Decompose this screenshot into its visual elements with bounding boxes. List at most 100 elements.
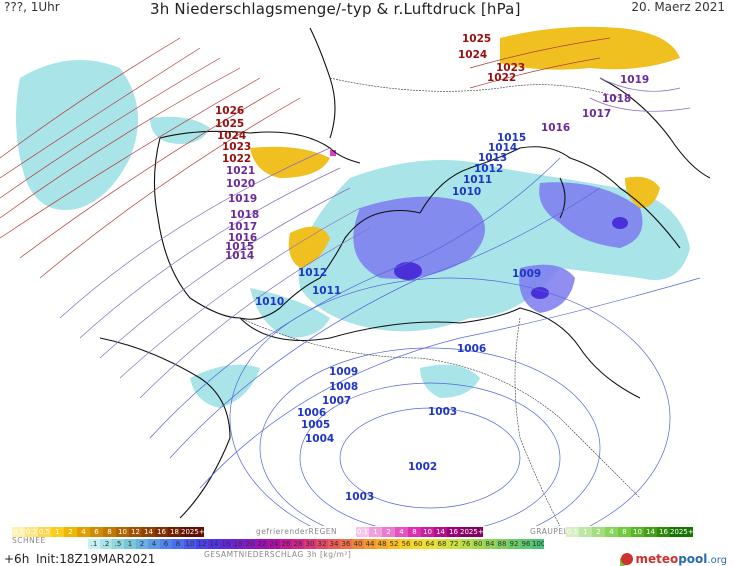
isobar-label: 1017 — [582, 108, 612, 120]
legend-cell: 100 — [532, 539, 544, 549]
isobar-label: 1006 — [457, 343, 487, 355]
legend-cell: 52 — [388, 539, 400, 549]
legend-cell: 8 — [618, 527, 631, 537]
legend-cell: 64 — [424, 539, 436, 549]
isobar-label: 1020 — [226, 178, 256, 190]
isobar-label: 1005 — [301, 419, 331, 431]
legend-cell: 40 — [352, 539, 364, 549]
isobar-label: 1011 — [312, 285, 342, 297]
legend-cell: 1 — [124, 539, 136, 549]
legend-cell: 16 — [220, 539, 232, 549]
isobar-label: 1022 — [222, 153, 252, 165]
legend-cell: 16 — [657, 527, 670, 537]
header-bar: ???, 1Uhr 3h Niederschlagsmenge/-typ & r… — [0, 0, 733, 18]
isobar-label: 1003 — [428, 406, 458, 418]
freezing-rain-scale-label: gefrierenderREGEN — [256, 527, 338, 536]
isobar-label: 1019 — [228, 193, 258, 205]
legend-cell: 10 — [184, 539, 196, 549]
isobar-label: 1022 — [487, 72, 517, 84]
legend-cell: 18 — [232, 539, 244, 549]
isobar-label: 1010 — [452, 186, 482, 198]
legend-cell: 4 — [148, 539, 160, 549]
legend-cell: 30 — [304, 539, 316, 549]
isobar-label: 1015 — [225, 241, 255, 253]
legend-cell: 10 — [421, 527, 434, 537]
legend-cell: 10 — [116, 527, 129, 537]
legend-cell: 2 — [592, 527, 605, 537]
freezing-rain-scale: 0.1 1 2 4 8 10 14 16 2025+ — [356, 527, 483, 537]
model-init-time: Init:18Z19MAR2021 — [36, 552, 156, 566]
legend-cell: 0.2 — [25, 527, 38, 537]
isobar-label: 1023 — [496, 62, 526, 74]
isobar-label: 1014 — [225, 250, 255, 262]
forecast-step: +6h — [4, 552, 30, 566]
isobar-label: 1009 — [512, 268, 542, 280]
legend-cell: 14 — [434, 527, 447, 537]
legend-cell: 6 — [160, 539, 172, 549]
isobar-label: 1013 — [478, 152, 508, 164]
isobar-label: 1007 — [322, 395, 352, 407]
snow-scale: 0.1 0.2 0.5 1 2 4 6 8 10 12 14 16 18 2025+ — [12, 527, 204, 537]
legend-cell: 14 — [142, 527, 155, 537]
map-canvas — [0, 26, 711, 526]
legend-cell: 2025+ — [670, 527, 693, 537]
isobars-low — [149, 157, 701, 526]
isobar-label: 1006 — [297, 407, 327, 419]
legend-cell: 0.1 — [356, 527, 369, 537]
graupel-scale: 0.1 1 2 4 8 10 14 16 2025+ — [566, 527, 693, 537]
isobar-label: 1011 — [463, 174, 493, 186]
legend-cell: 16 — [447, 527, 460, 537]
weather-map: 1025 1024 1023 1022 1026 1025 1024 1023 … — [0, 18, 733, 526]
legend-cell: 60 — [412, 539, 424, 549]
legend-cell: 14 — [644, 527, 657, 537]
isobar-label: 1025 — [462, 33, 492, 45]
legend-cell: 4 — [605, 527, 618, 537]
isobar-label: 1017 — [228, 221, 258, 233]
legend-cell: 14 — [208, 539, 220, 549]
snow-area — [250, 26, 680, 268]
legend-cell: 84 — [484, 539, 496, 549]
isobar-label: 1015 — [497, 132, 527, 144]
legend-cell: 10 — [631, 527, 644, 537]
isobar-label: 1004 — [305, 433, 335, 445]
legend-cell: 80 — [472, 539, 484, 549]
graupel-scale-label: GRAUPEL — [530, 527, 569, 536]
isobar-label: 1019 — [620, 74, 650, 86]
valid-time-label: ???, 1Uhr — [4, 0, 60, 14]
freezing-rain-spot — [330, 150, 336, 156]
legend-cell: 0.5 — [38, 527, 51, 537]
legend-cell: 48 — [376, 539, 388, 549]
isobars-mid — [59, 77, 691, 399]
legend-cell: 2025+ — [460, 527, 483, 537]
legend-cell: 0.1 — [566, 527, 579, 537]
legend-cell: 2 — [136, 539, 148, 549]
legend-cell: 72 — [448, 539, 460, 549]
meteopool-logo[interactable]: meteopool.org — [621, 552, 727, 566]
precipitation-legend: 0.1 0.2 0.5 1 2 4 6 8 10 12 14 16 18 2025+ SCHNEE gef… — [0, 526, 733, 566]
isobar-label: 1008 — [329, 381, 359, 393]
rain-intense-core — [394, 217, 628, 299]
legend-cell: 88 — [496, 539, 508, 549]
legend-cell: 32 — [316, 539, 328, 549]
total-precip-scale-label: GESAMTNIEDERSCHLAG 3h [kg/m²] — [204, 550, 352, 559]
legend-cell: 12 — [129, 527, 142, 537]
legend-cell: 6 — [90, 527, 103, 537]
legend-cell: 44 — [364, 539, 376, 549]
isobar-label: 1016 — [228, 232, 258, 244]
isobar-label: 1026 — [215, 105, 245, 117]
legend-cell: 36 — [340, 539, 352, 549]
legend-cell: 8 — [408, 527, 421, 537]
legend-cell: 4 — [395, 527, 408, 537]
legend-cell: 0.1 — [12, 527, 25, 537]
snow-scale-label: SCHNEE — [12, 536, 46, 545]
legend-cell: 2025+ — [181, 527, 204, 537]
legend-cell: 68 — [436, 539, 448, 549]
map-title: 3h Niederschlagsmenge/-typ & r.Luftdruck… — [150, 0, 521, 18]
legend-cell: 22 — [256, 539, 268, 549]
legend-cell: 18 — [168, 527, 181, 537]
isobar-label: 1024 — [217, 130, 247, 142]
legend-cell: 76 — [460, 539, 472, 549]
isobar-label: 1003 — [345, 491, 375, 503]
isobar-label: 1012 — [474, 163, 504, 175]
legend-cell: 28 — [292, 539, 304, 549]
